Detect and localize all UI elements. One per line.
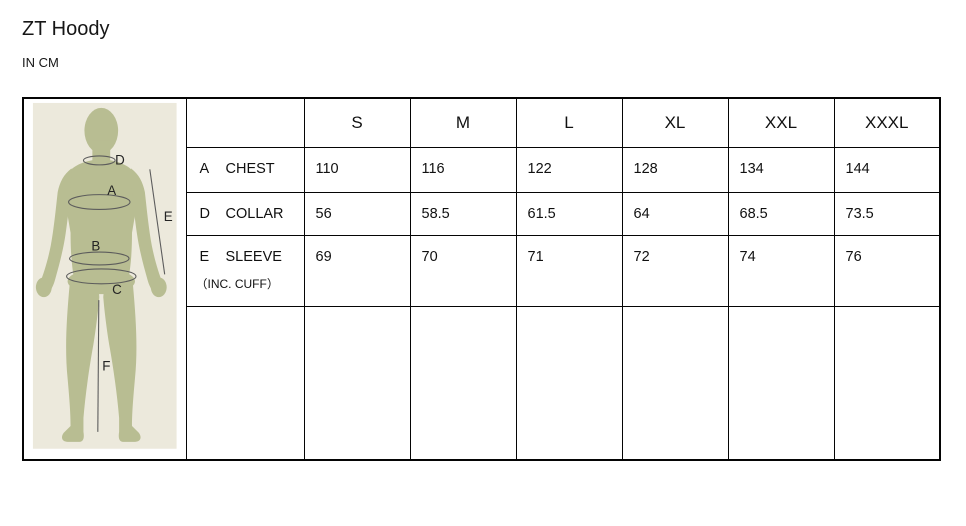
figure-label-collar: D bbox=[115, 152, 125, 167]
sleeve-value-xxl: 74 bbox=[727, 235, 835, 308]
figure-right-arm bbox=[131, 168, 164, 295]
row-label-sleeve: E SLEEVE （INC. CUFF） bbox=[185, 235, 305, 308]
empty-cell bbox=[185, 306, 305, 461]
figure-label-sleeve: E bbox=[164, 209, 173, 224]
size-column-header-xxxl: XXXL bbox=[833, 97, 941, 148]
collar-value-s: 56 bbox=[303, 191, 411, 237]
figure-label-inseam: F bbox=[102, 358, 110, 373]
figure-label-chest: A bbox=[107, 183, 116, 198]
collar-value-xl: 64 bbox=[621, 191, 729, 237]
collar-value-l: 61.5 bbox=[515, 191, 623, 237]
chest-value-m: 116 bbox=[409, 146, 517, 193]
sleeve-value-l: 71 bbox=[515, 235, 623, 308]
empty-cell bbox=[409, 306, 517, 461]
chest-measure-ellipse bbox=[68, 194, 131, 211]
row-letter: D bbox=[199, 205, 210, 222]
empty-cell bbox=[515, 306, 623, 461]
figure-label-hip: C bbox=[112, 282, 122, 297]
waist-measure-ellipse bbox=[69, 251, 130, 266]
sleeve-measure-line bbox=[149, 169, 166, 275]
row-letter: A bbox=[199, 160, 210, 177]
collar-value-xxxl: 73.5 bbox=[833, 191, 941, 237]
hip-measure-ellipse bbox=[66, 268, 137, 285]
sleeve-value-m: 70 bbox=[409, 235, 517, 308]
inseam-measure-line bbox=[97, 300, 100, 432]
figure-label-waist: B bbox=[91, 239, 100, 254]
chest-value-s: 110 bbox=[303, 146, 411, 193]
figure-torso bbox=[64, 159, 139, 288]
collar-value-m: 58.5 bbox=[409, 191, 517, 237]
size-column-header-s: S bbox=[303, 97, 411, 148]
figure-left-hand bbox=[35, 277, 52, 298]
chest-value-xl: 128 bbox=[621, 146, 729, 193]
size-column-header-l: L bbox=[515, 97, 623, 148]
size-chart-page: ZT Hoody IN CM bbox=[22, 18, 941, 461]
table-row-chest: A CHEST 110 116 122 128 134 144 bbox=[23, 146, 941, 193]
collar-value-xxl: 68.5 bbox=[727, 191, 835, 237]
table-row-empty bbox=[23, 306, 941, 461]
empty-cell bbox=[833, 306, 941, 461]
size-column-header-m: M bbox=[409, 97, 517, 148]
figure-left-arm bbox=[38, 168, 72, 295]
size-chart-table: D A B C E F S M L XL XXL XXXL A CHEST 110… bbox=[22, 97, 941, 461]
empty-cell bbox=[621, 306, 729, 461]
page-title: ZT Hoody bbox=[22, 18, 110, 40]
row-note: （INC. CUFF） bbox=[195, 277, 279, 292]
figure-cell: D A B C E F bbox=[22, 97, 187, 461]
chest-value-xxl: 134 bbox=[727, 146, 835, 193]
row-label-collar: D COLLAR bbox=[185, 191, 305, 237]
body-measurement-figure: D A B C E F bbox=[32, 102, 177, 449]
empty-cell bbox=[303, 306, 411, 461]
size-column-header-xxl: XXL bbox=[727, 97, 835, 148]
empty-cell bbox=[727, 306, 835, 461]
row-label-chest: A CHEST bbox=[185, 146, 305, 193]
row-name: COLLAR bbox=[225, 205, 284, 222]
units-label: IN CM bbox=[22, 55, 59, 70]
chest-value-l: 122 bbox=[515, 146, 623, 193]
sleeve-value-xl: 72 bbox=[621, 235, 729, 308]
size-column-header-xl: XL bbox=[621, 97, 729, 148]
figure-right-hand bbox=[150, 277, 167, 298]
row-name: CHEST bbox=[225, 160, 275, 177]
collar-measure-ellipse bbox=[82, 155, 116, 166]
table-row-sleeve: E SLEEVE （INC. CUFF） 69 70 71 72 74 76 bbox=[23, 235, 941, 308]
chest-value-xxxl: 144 bbox=[833, 146, 941, 193]
body-silhouette bbox=[35, 107, 167, 442]
row-name: SLEEVE bbox=[225, 249, 282, 266]
sleeve-value-xxxl: 76 bbox=[833, 235, 941, 308]
figure-right-leg bbox=[103, 285, 141, 442]
corner-cell bbox=[185, 97, 305, 148]
sleeve-value-s: 69 bbox=[303, 235, 411, 308]
figure-left-leg bbox=[61, 285, 100, 442]
row-letter: E bbox=[199, 249, 210, 266]
measurement-marks bbox=[66, 155, 166, 432]
